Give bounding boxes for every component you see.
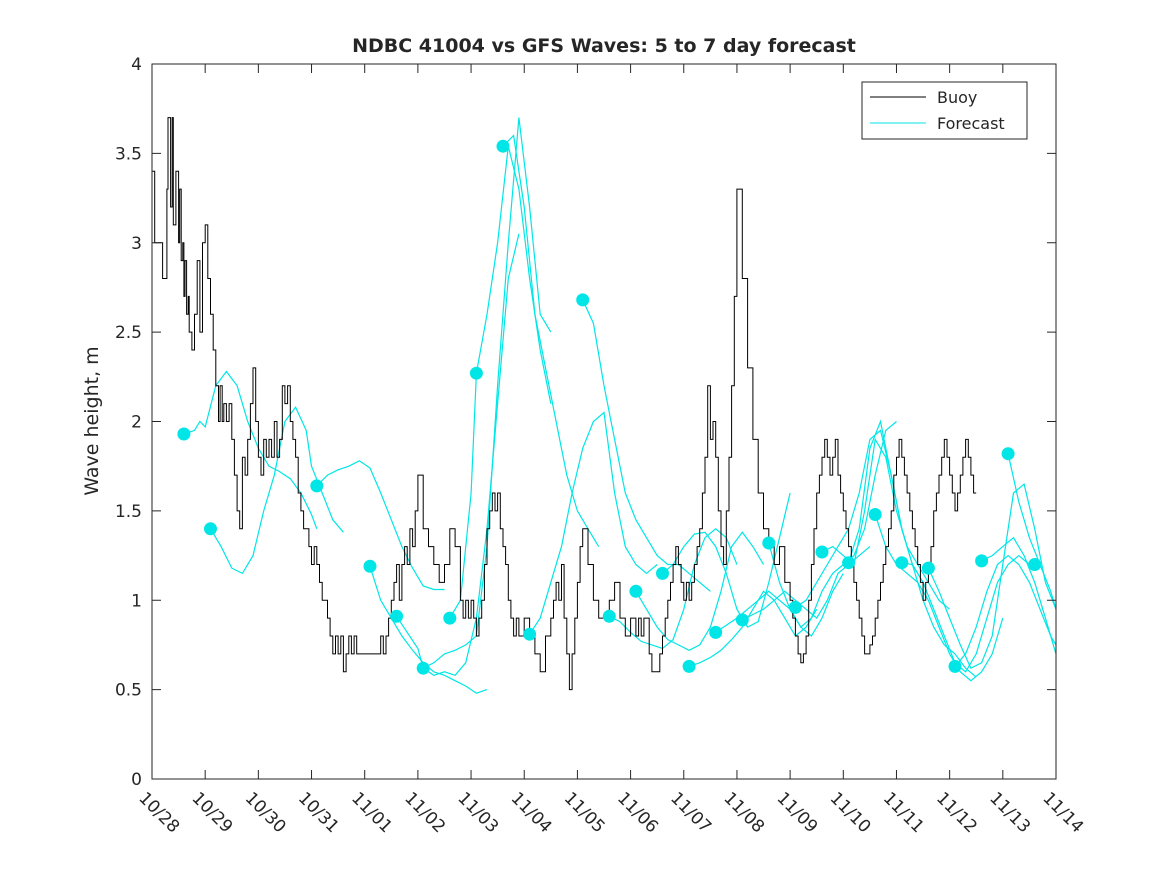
- forecast-marker: [576, 293, 590, 307]
- forecast-line: [316, 460, 445, 591]
- forecast-marker: [895, 556, 909, 570]
- forecast-marker: [656, 566, 669, 580]
- legend: Buoy Forecast: [861, 81, 1028, 140]
- forecast-marker: [523, 627, 537, 641]
- forecast-marker: [629, 584, 643, 598]
- forecast-line: [529, 411, 658, 635]
- forecast-line: [981, 536, 1057, 655]
- forecast-marker: [735, 613, 749, 627]
- forecast-line: [662, 492, 791, 628]
- y-tick-label: 2.5: [115, 323, 142, 343]
- forecast-marker: [868, 508, 882, 521]
- forecast-marker: [762, 536, 776, 550]
- legend-forecast-label: Forecast: [937, 114, 1005, 133]
- forecast-line: [635, 531, 765, 651]
- forecast-marker: [390, 609, 404, 623]
- y-tick-label: 4: [131, 55, 142, 75]
- forecast-marker: [469, 366, 483, 380]
- y-axis: 0 0.5 1 1.5 2 2.5 3 3.5 4: [115, 55, 1056, 790]
- legend-box: [861, 81, 1028, 140]
- y-tick-label: 1: [131, 591, 142, 611]
- forecast-marker: [1028, 558, 1042, 571]
- forecast-marker: [363, 559, 377, 573]
- forecast-line: [396, 233, 520, 676]
- y-tick-label: 1.5: [115, 502, 142, 522]
- forecast-marker: [709, 625, 723, 639]
- chart-title: NDBC 41004 vs GFS Waves: 5 to 7 day fore…: [352, 35, 856, 57]
- forecast-line: [502, 134, 600, 547]
- forecast-line: [927, 483, 1057, 670]
- forecast-marker: [682, 659, 696, 673]
- forecast-marker: [948, 659, 962, 673]
- forecast-marker: [496, 139, 510, 153]
- forecast-marker: [310, 479, 324, 493]
- forecast-marker: [921, 561, 935, 575]
- forecast-marker: [788, 600, 802, 614]
- forecast-marker: [815, 545, 829, 559]
- forecast-marker: [204, 522, 217, 536]
- forecast-line: [582, 299, 711, 592]
- forecast-marker: [177, 427, 191, 441]
- plot-area: [152, 64, 1056, 779]
- forecast-marker: [975, 554, 989, 568]
- forecast-line: [1007, 453, 1057, 610]
- y-tick-label: 2: [131, 413, 142, 433]
- forecast-line: [183, 370, 318, 530]
- y-tick-label: 3.5: [115, 144, 142, 164]
- forecast-marker: [443, 611, 457, 625]
- forecast-marker: [1001, 447, 1015, 461]
- forecast-line: [954, 554, 1057, 667]
- forecast-marker-group: [177, 139, 1042, 675]
- legend-buoy-label: Buoy: [937, 88, 977, 107]
- y-tick-label: 0: [131, 770, 142, 790]
- y-tick-label: 0.5: [115, 681, 142, 701]
- y-axis-label: Wave height, m: [81, 346, 103, 495]
- forecast-marker: [602, 609, 616, 623]
- y-tick-label: 3: [131, 234, 142, 254]
- forecast-marker: [416, 661, 430, 675]
- forecast-marker: [842, 556, 856, 570]
